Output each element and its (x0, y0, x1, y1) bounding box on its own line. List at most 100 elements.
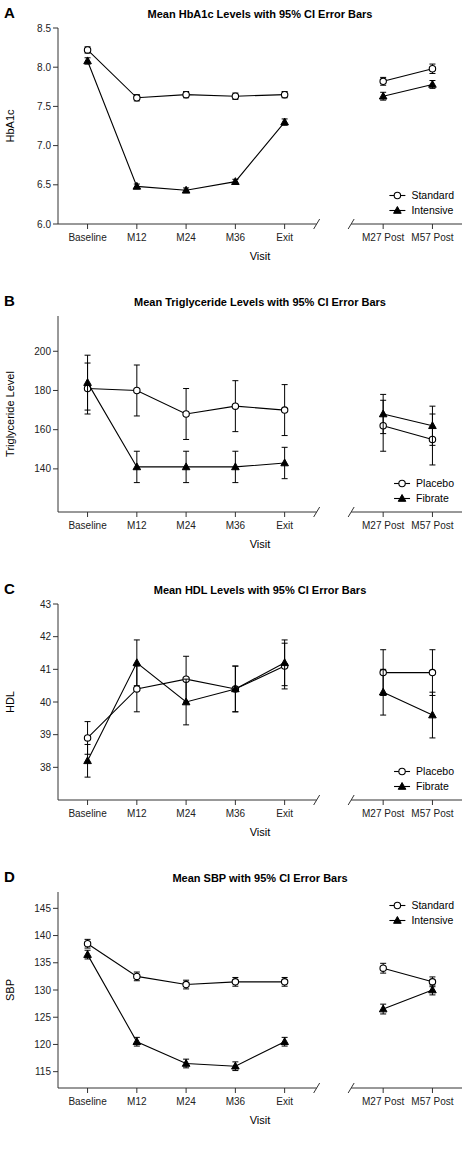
panel-label: D (4, 868, 15, 885)
x-axis (58, 800, 317, 801)
series-line (88, 944, 433, 985)
data-point (379, 92, 387, 99)
x-tick (87, 800, 88, 805)
x-tick-label: M24 (176, 232, 196, 243)
error-bar (380, 77, 386, 85)
error-bar (134, 640, 140, 686)
data-point (182, 698, 190, 705)
data-point (133, 463, 141, 470)
error-bar (232, 666, 238, 712)
x-tick-label: Baseline (68, 808, 107, 819)
x-tick (87, 512, 88, 517)
error-bar (282, 119, 288, 125)
data-point (183, 91, 189, 97)
y-tick (53, 962, 58, 963)
data-point (379, 688, 387, 695)
legend-label: Fibrate (416, 780, 449, 792)
x-tick-label: M12 (127, 520, 147, 531)
x-tick (87, 1088, 88, 1093)
x-tick (383, 512, 384, 517)
legend-marker (394, 902, 400, 908)
error-bar (183, 679, 189, 725)
data-point (232, 93, 238, 99)
series-line (88, 50, 433, 98)
data-point (84, 735, 90, 741)
data-point (232, 686, 238, 692)
error-bar (85, 47, 91, 53)
error-bar (183, 389, 189, 440)
error-bar (429, 650, 435, 696)
y-tick (53, 1044, 58, 1045)
plot-area (84, 640, 436, 777)
y-tick-label: 180 (34, 385, 51, 396)
x-axis-label: Visit (250, 826, 271, 838)
panel: DMean SBP with 95% CI Error Bars11512012… (4, 868, 462, 1126)
error-bar (232, 666, 238, 712)
y-tick (53, 468, 58, 469)
panel-label: C (4, 580, 15, 597)
x-tick-label: M57 Post (411, 808, 453, 819)
data-point (429, 986, 437, 993)
data-point (380, 78, 386, 84)
title: Mean SBP with 95% CI Error Bars (172, 872, 347, 884)
y-tick-label: 8.5 (37, 23, 51, 34)
series-line (88, 389, 433, 440)
error-bar (232, 451, 238, 482)
legend-label: Fibrate (416, 492, 449, 504)
x-tick-label: Baseline (68, 1096, 107, 1107)
data-point (429, 80, 437, 87)
y-axis-label: Triglyceride Level (4, 371, 16, 457)
error-bar (429, 692, 435, 738)
x-tick (186, 224, 187, 229)
y-tick-label: 115 (35, 1066, 51, 1077)
x-tick-label: M27 Post (362, 232, 404, 243)
data-point (133, 182, 141, 189)
x-axis (58, 1088, 317, 1089)
error-bar (282, 977, 288, 986)
x-tick-label: M12 (127, 1096, 147, 1107)
y-tick-label: 6.0 (37, 219, 51, 230)
title: Mean HDL Levels with 95% CI Error Bars (154, 584, 367, 596)
panel: BMean Triglyceride Levels with 95% CI Er… (4, 292, 462, 550)
legend-marker (398, 783, 406, 790)
error-bar (232, 977, 238, 986)
x-tick (432, 512, 433, 517)
x-tick (432, 1088, 433, 1093)
error-bar (85, 744, 91, 777)
data-point (183, 981, 189, 987)
x-tick (235, 224, 236, 229)
error-bar (282, 1037, 288, 1046)
axis-break (314, 795, 320, 805)
y-axis-label: SBP (4, 979, 16, 1001)
data-point (133, 659, 141, 666)
y-axis (58, 604, 59, 800)
y-tick (53, 702, 58, 703)
axis-break (314, 1083, 320, 1093)
x-tick (235, 800, 236, 805)
x-axis (58, 512, 317, 513)
data-point (281, 459, 289, 466)
legend-marker (394, 192, 400, 198)
legend: StandardIntensive (389, 899, 454, 926)
data-point (84, 47, 90, 53)
data-point (281, 118, 289, 125)
x-tick-label: M24 (176, 808, 196, 819)
y-axis (58, 316, 59, 512)
legend-label: Placebo (416, 477, 454, 489)
x-axis-label: Visit (250, 538, 271, 550)
y-tick (53, 908, 58, 909)
x-tick (284, 800, 285, 805)
panel: A Mean HbA1c Levels with 95% CI Error Bar… (4, 4, 462, 262)
legend: PlaceboFibrate (394, 765, 454, 792)
series-line (88, 666, 433, 738)
legend-marker (398, 495, 406, 502)
error-bar (85, 950, 91, 959)
data-point (281, 91, 287, 97)
y-tick-label: 130 (34, 985, 51, 996)
y-axis-label: HDL (4, 691, 16, 713)
title: Mean HbA1c Levels with 95% CI Error Bars (148, 8, 373, 20)
panel-label: A (4, 4, 15, 21)
y-tick (53, 990, 58, 991)
error-bar (282, 640, 288, 686)
x-axis (351, 800, 462, 801)
